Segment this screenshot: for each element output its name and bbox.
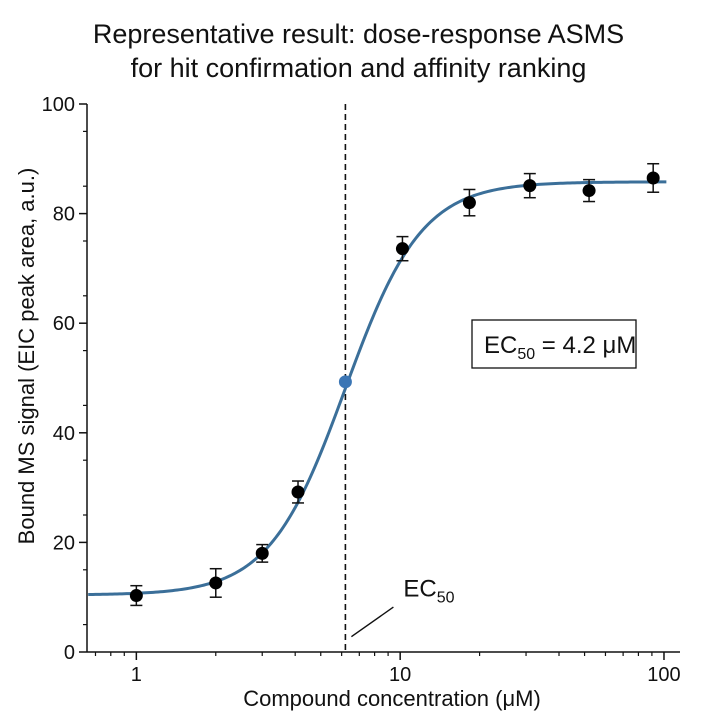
x-axis-label: Compound concentration (μM) [243, 686, 541, 711]
ec50-pointer-line [350, 606, 394, 638]
y-tick-label: 0 [64, 642, 75, 664]
data-point [395, 242, 409, 256]
ec50-value-text: EC50 = 4.2 μM [484, 332, 636, 363]
data-point [582, 184, 596, 198]
data-point [255, 546, 269, 560]
ec50-box-sub: 50 [517, 346, 535, 363]
x-tick-label: 10 [389, 664, 411, 686]
ec50-box-main: EC [484, 332, 517, 359]
y-tick-label: 60 [53, 313, 75, 335]
y-tick-label: 80 [53, 204, 75, 226]
x-tick-label: 100 [647, 664, 680, 686]
fitted-curve [88, 180, 667, 597]
ec50-pointer-label: EC50 [403, 576, 454, 607]
x-tick-label: 1 [131, 664, 142, 686]
chart-title-line-1: Representative result: dose-response ASM… [92, 19, 625, 49]
y-tick-label: 20 [53, 532, 75, 554]
ec50-midpoint-marker [338, 375, 352, 389]
chart-title-line-2: for hit confirmation and affinity rankin… [130, 53, 587, 83]
y-tick-label: 100 [42, 94, 75, 116]
ec50-pointer-main: EC [403, 576, 436, 603]
data-point [129, 589, 143, 603]
data-points [129, 162, 660, 607]
data-point [523, 179, 537, 193]
data-point [209, 576, 223, 590]
y-tick-label: 40 [53, 423, 75, 445]
data-point [291, 485, 305, 499]
ec50-pointer-sub: 50 [437, 590, 455, 607]
y-axis-label: Bound MS signal (EIC peak area, a.u.) [14, 168, 39, 545]
ec50-value-box [471, 319, 637, 369]
ec50-box-rest: = 4.2 μM [535, 332, 636, 359]
data-point [646, 171, 660, 185]
data-point [462, 196, 476, 210]
axes: 0 20 40 60 80 100 1 10 100 [42, 94, 681, 686]
